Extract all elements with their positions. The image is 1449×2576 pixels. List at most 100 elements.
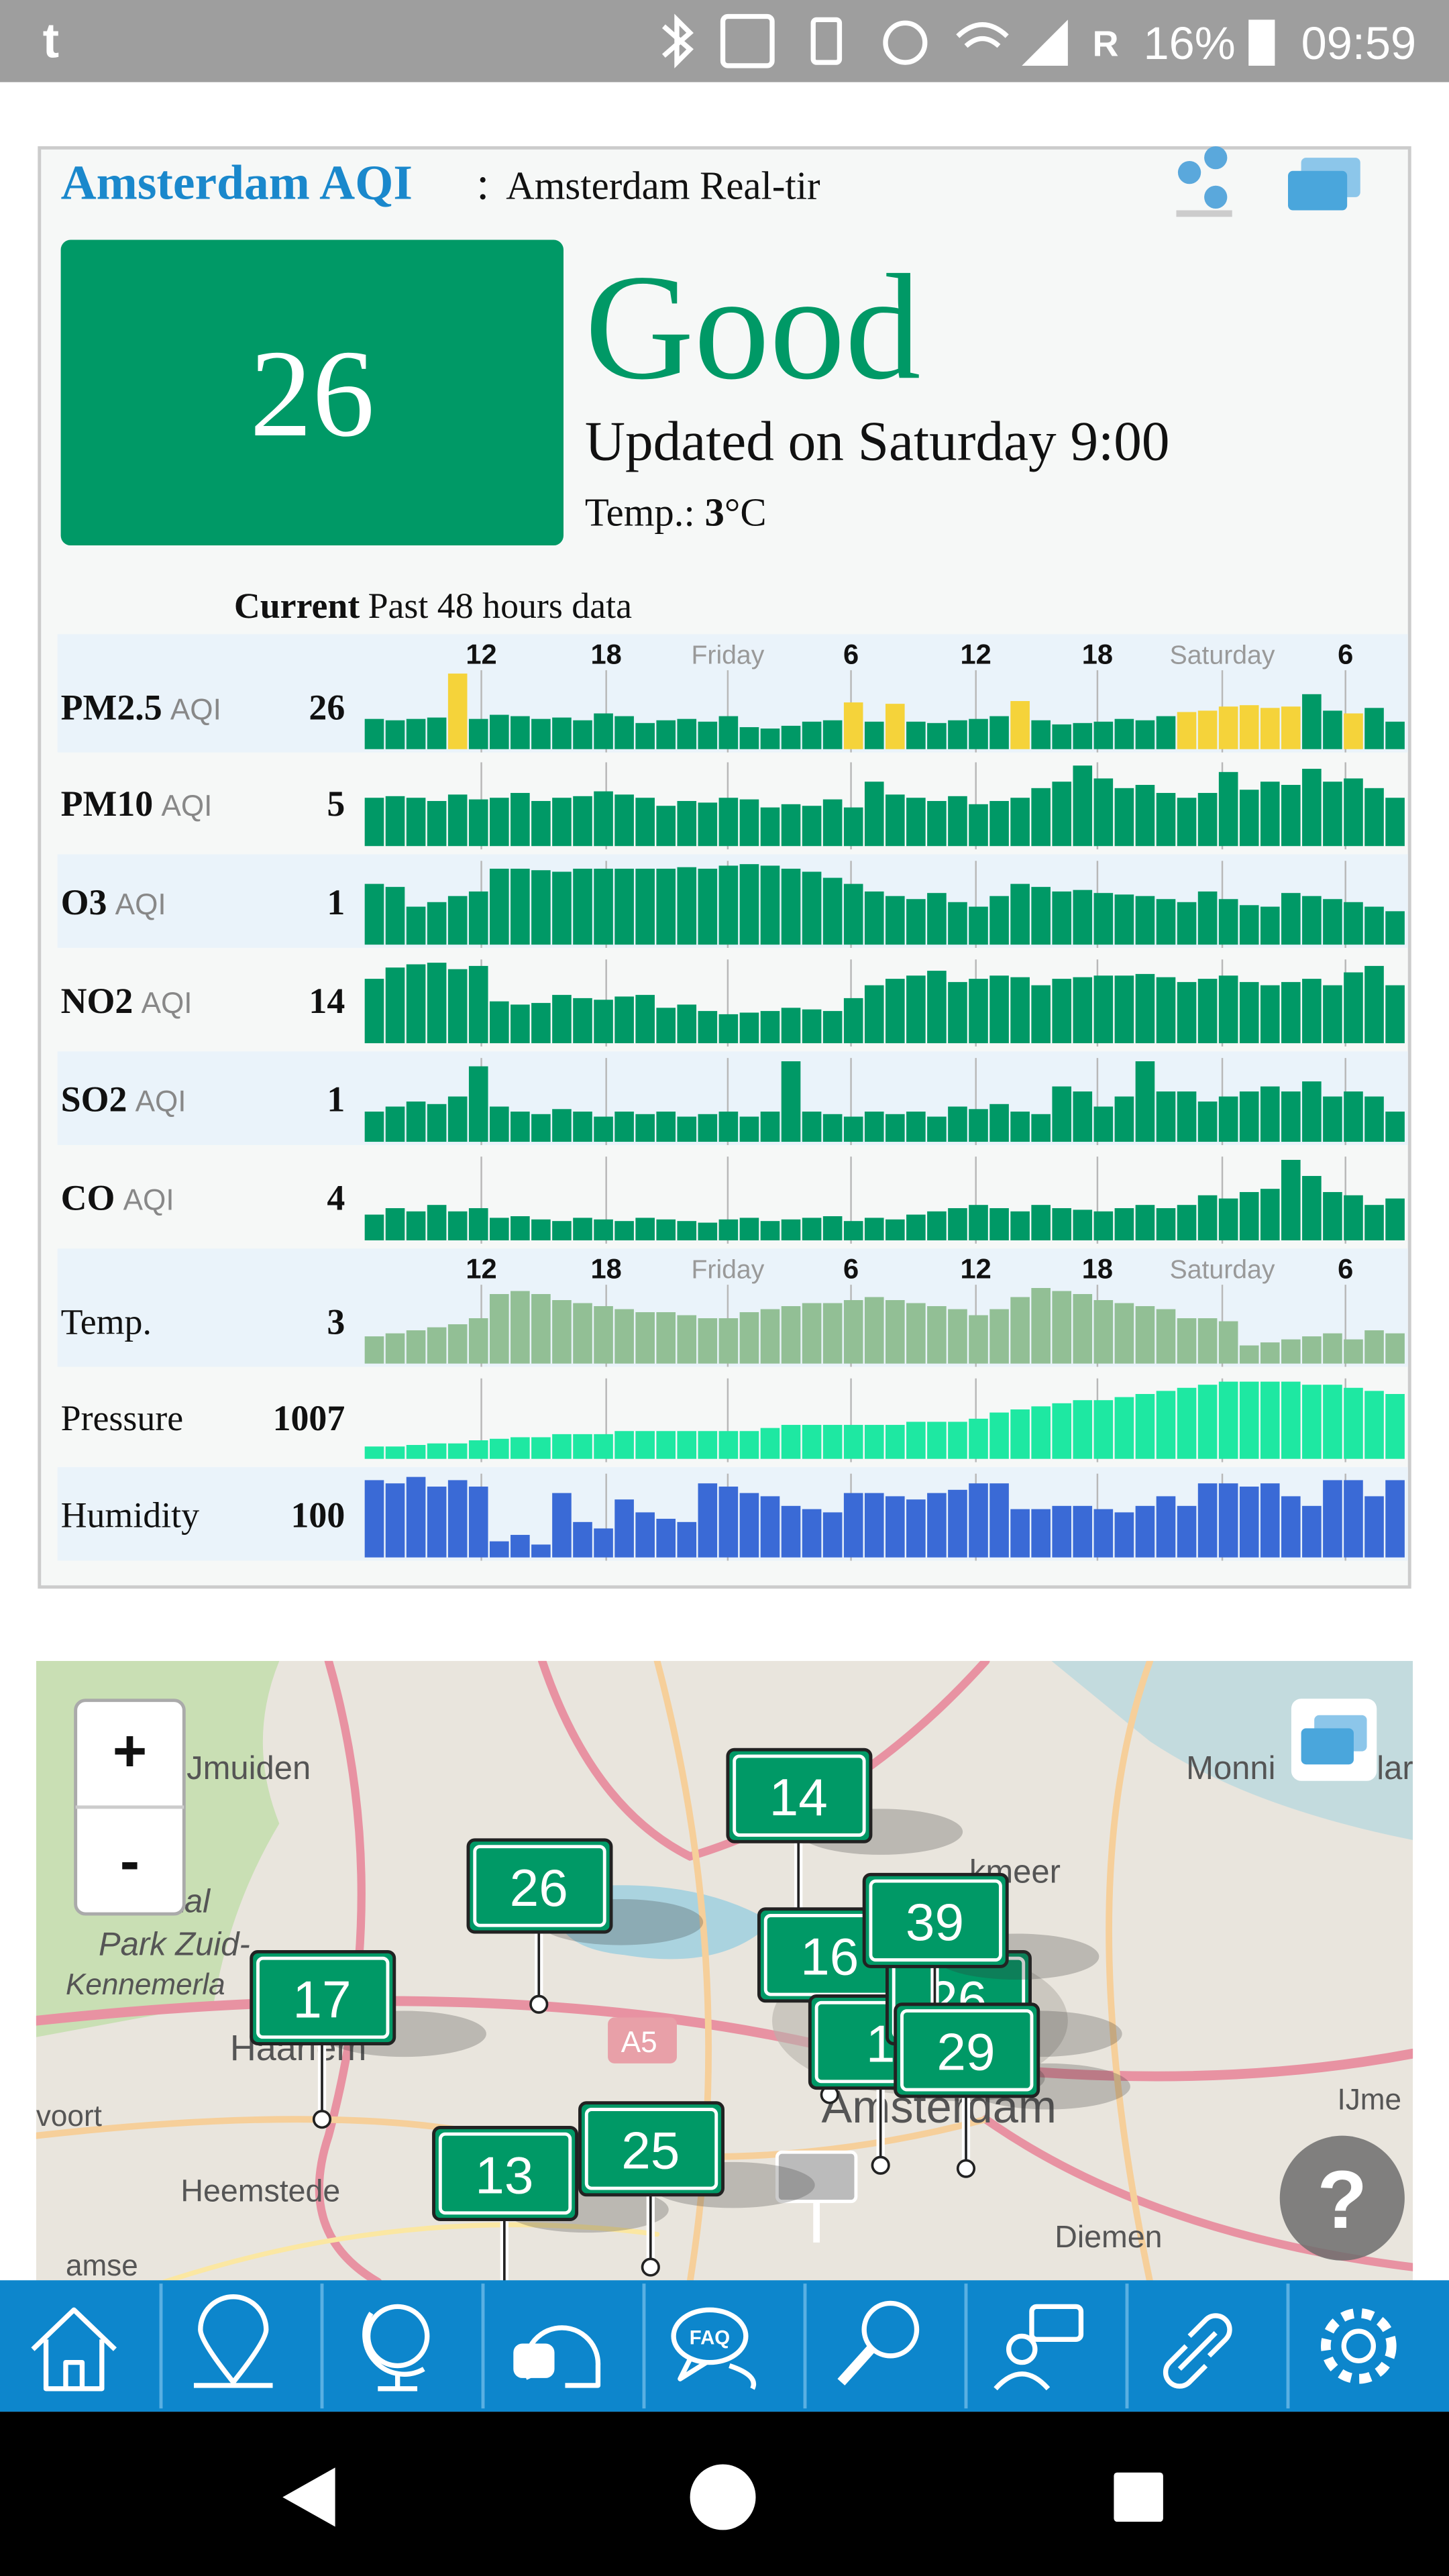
marker-value: 14 <box>769 1768 828 1827</box>
history-bar <box>447 1443 468 1459</box>
history-bar <box>1385 1112 1405 1142</box>
history-bar <box>1093 893 1114 945</box>
history-bar <box>989 1309 1009 1364</box>
history-bar <box>1197 1318 1218 1364</box>
history-bar <box>1114 1096 1134 1142</box>
place-label: Heemstede <box>180 2174 340 2208</box>
history-bar <box>1031 720 1051 749</box>
history-bar <box>864 891 884 945</box>
history-bar <box>1239 1091 1259 1142</box>
history-bar <box>552 1221 572 1240</box>
zoom-in[interactable]: + <box>113 1717 147 1784</box>
map[interactable]: IJmuidenMonnilarnaalPark Zuid-Kennemerla… <box>36 1660 1413 2308</box>
history-bar <box>1093 778 1114 847</box>
history-bar <box>969 906 988 945</box>
nav-settings[interactable] <box>1320 2308 1397 2384</box>
marker-box <box>250 1949 396 2045</box>
history-bar <box>781 1061 801 1142</box>
city-title[interactable]: Amsterdam AQI <box>61 155 413 209</box>
history-bar <box>594 1306 613 1364</box>
history-bar <box>1260 1189 1280 1240</box>
history-bar <box>1093 1509 1114 1558</box>
row-name: PM10 <box>61 784 154 824</box>
history-bar <box>1093 721 1114 749</box>
history-bar <box>489 1001 509 1044</box>
nav-mask[interactable] <box>513 2325 601 2388</box>
history-bar <box>906 798 926 847</box>
history-bar <box>1135 1306 1155 1364</box>
nav-faq[interactable] <box>671 2307 756 2390</box>
history-bar <box>1302 896 1322 945</box>
station-marker[interactable]: 29 <box>894 2002 1130 2178</box>
history-bar <box>1093 975 1114 1044</box>
history-bar <box>1156 716 1176 749</box>
place-label: Park Zuid- <box>99 1926 250 1962</box>
history-bar <box>1197 1102 1218 1142</box>
history-bar <box>781 868 801 945</box>
history-bar <box>406 1477 426 1558</box>
history-bar <box>1052 1291 1072 1364</box>
row-unit: AQI <box>123 1184 174 1217</box>
marker-value: 26 <box>510 1858 568 1917</box>
help-button[interactable] <box>1279 2135 1405 2261</box>
nav-location[interactable] <box>193 2294 273 2388</box>
station-marker[interactable]: 13 <box>432 2125 669 2308</box>
nav-link[interactable] <box>1163 2313 1232 2389</box>
history-bar <box>573 796 592 847</box>
history-bar <box>427 1487 447 1558</box>
history-bar <box>948 1489 967 1558</box>
nav-search[interactable] <box>837 2300 920 2385</box>
history-bar <box>635 1431 655 1459</box>
history-bar <box>989 896 1009 945</box>
nav-globe[interactable] <box>362 2304 430 2392</box>
history-bar <box>385 1208 405 1240</box>
history-bar <box>1364 1096 1384 1142</box>
history-bar <box>948 902 967 945</box>
history-bar <box>385 1483 405 1558</box>
zoom-out[interactable]: - <box>120 1827 140 1894</box>
history-bar <box>760 1011 780 1044</box>
history-bar <box>864 1112 884 1142</box>
history-bar <box>677 1116 697 1142</box>
history-bar <box>1197 710 1218 749</box>
nav-home[interactable] <box>31 2307 117 2392</box>
history-bar <box>531 870 551 945</box>
history-bar <box>1052 979 1072 1044</box>
history-bar <box>552 798 572 847</box>
history-bar <box>927 1306 947 1364</box>
history-bar <box>1218 771 1238 847</box>
marker-gray <box>775 2150 858 2204</box>
home-button[interactable] <box>690 2464 756 2530</box>
row-unit: AQI <box>161 790 212 822</box>
share-button[interactable] <box>1176 146 1232 217</box>
row-unit: AQI <box>115 888 166 921</box>
station-marker[interactable]: 17 <box>250 1949 486 2129</box>
history-bar <box>427 902 447 945</box>
marker-value: 25 <box>621 2121 680 2180</box>
history-bar <box>614 1431 634 1459</box>
widget-button[interactable] <box>1288 158 1360 211</box>
clock: 09:59 <box>1301 17 1417 69</box>
station-marker[interactable]: 25 <box>578 2101 815 2277</box>
history-bar <box>698 1114 718 1142</box>
history-bar <box>1135 1505 1155 1558</box>
history-bar <box>573 1434 592 1459</box>
back-button[interactable] <box>282 2467 335 2527</box>
recents-button[interactable] <box>1114 2472 1163 2522</box>
history-bar <box>802 1112 822 1142</box>
history-bar <box>1177 712 1197 749</box>
history-bar <box>1302 1336 1322 1364</box>
map-layer-button[interactable] <box>1291 1699 1377 1781</box>
history-bar <box>1385 1198 1405 1240</box>
station-marker[interactable]: 26 <box>466 1838 704 2014</box>
history-bar <box>969 804 988 847</box>
history-bar <box>864 1297 884 1364</box>
battery-icon <box>1248 19 1275 66</box>
nav-feedback[interactable] <box>994 2304 1084 2391</box>
history-bar <box>1177 1505 1197 1558</box>
history-bar <box>531 1294 551 1364</box>
history-bar <box>594 1219 613 1240</box>
history-bar <box>511 1216 530 1240</box>
place-label: IJme <box>1337 2083 1401 2116</box>
